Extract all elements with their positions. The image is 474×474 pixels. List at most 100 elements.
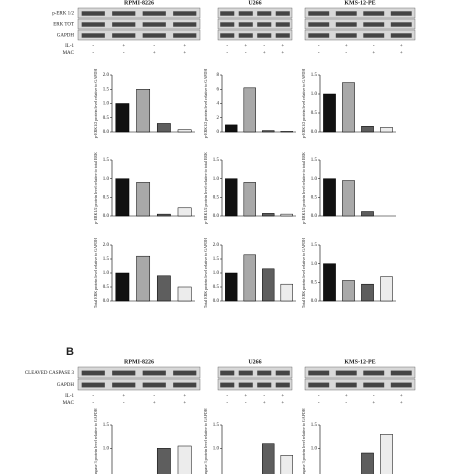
bar bbox=[323, 263, 336, 302]
y-tick-label: 0.0 bbox=[213, 214, 220, 219]
treatment-label: IL-1 bbox=[65, 44, 74, 49]
panel-label: B bbox=[66, 346, 74, 358]
treatment-sign: + bbox=[372, 401, 375, 406]
blot-band bbox=[238, 22, 253, 27]
cell-line-label: U266 bbox=[248, 359, 261, 365]
y-axis-label: p-ERK1/2 protein level relative to total… bbox=[93, 152, 98, 224]
treatment-sign: + bbox=[244, 394, 247, 399]
y-tick-label: 1.0 bbox=[311, 446, 318, 451]
treatment-sign: - bbox=[92, 401, 94, 406]
blot-band bbox=[257, 370, 272, 376]
y-tick-label: 0.5 bbox=[213, 285, 220, 290]
bar bbox=[156, 213, 171, 217]
y-tick-label: 2.0 bbox=[103, 73, 110, 78]
blot-band bbox=[363, 382, 385, 388]
bar bbox=[342, 280, 355, 302]
blot-band bbox=[363, 11, 385, 16]
blot-frame bbox=[304, 29, 416, 41]
treatment-sign: - bbox=[123, 51, 125, 56]
y-tick-label: 1.5 bbox=[103, 423, 110, 428]
y-tick-label: 1.5 bbox=[311, 243, 318, 248]
blot-band bbox=[142, 370, 166, 376]
blot-band bbox=[308, 33, 330, 38]
y-tick-label: 1.5 bbox=[311, 423, 318, 428]
y-tick-label: 1.0 bbox=[213, 271, 220, 276]
y-tick-label: 0.5 bbox=[311, 111, 318, 116]
y-axis-label: p-ERK1/2 protein level relative to total… bbox=[203, 152, 208, 224]
blot-row-label: CLEAVED CASPASE 3 bbox=[25, 371, 75, 376]
treatment-sign: + bbox=[400, 51, 403, 56]
y-tick-label: 0.0 bbox=[213, 299, 220, 304]
y-tick-label: 1.5 bbox=[213, 423, 220, 428]
blot-frame bbox=[304, 378, 416, 391]
bar bbox=[262, 443, 275, 474]
y-tick-label: 0.5 bbox=[311, 280, 318, 285]
blot-band bbox=[81, 11, 105, 16]
y-axis-label: Total ERK protein level relative to GAPD… bbox=[93, 238, 98, 308]
blot-frame bbox=[217, 7, 293, 19]
blot-frame bbox=[217, 378, 293, 391]
treatment-sign: + bbox=[263, 51, 266, 56]
treatment-sign: + bbox=[153, 51, 156, 56]
y-axis-label: Cleaved caspase 3 protein level relative… bbox=[301, 408, 306, 474]
blot-band bbox=[257, 22, 272, 27]
treatment-sign: - bbox=[226, 401, 228, 406]
y-tick-label: 2.0 bbox=[213, 243, 220, 248]
blot-band bbox=[173, 382, 197, 388]
y-tick-label: 1.5 bbox=[213, 158, 220, 163]
y-axis-label: p-ERK1/2 protein level relative to GAPDH bbox=[93, 69, 98, 139]
treatment-sign: + bbox=[281, 394, 284, 399]
blot-band bbox=[275, 22, 290, 27]
bar bbox=[280, 283, 293, 302]
treatment-sign: - bbox=[263, 44, 265, 49]
treatment-sign: + bbox=[183, 51, 186, 56]
blot-band bbox=[363, 22, 385, 27]
blot-band bbox=[142, 33, 166, 38]
y-tick-label: 1.5 bbox=[311, 73, 318, 78]
blot-band bbox=[335, 22, 357, 27]
blot-row-label: ERK TOT bbox=[53, 23, 74, 28]
bar bbox=[225, 178, 238, 217]
treatment-sign: - bbox=[226, 394, 228, 399]
y-tick-label: 1.0 bbox=[311, 262, 318, 267]
treatment-sign: + bbox=[281, 401, 284, 406]
y-tick-label: 0.0 bbox=[311, 299, 318, 304]
cell-line-label: RPMI-8226 bbox=[124, 359, 154, 365]
blot-band bbox=[257, 382, 272, 388]
blot-band bbox=[390, 33, 412, 38]
bar bbox=[380, 276, 393, 302]
y-tick-label: 0.5 bbox=[103, 116, 110, 121]
bar bbox=[177, 129, 192, 133]
blot-band bbox=[81, 370, 105, 376]
bar bbox=[342, 82, 355, 133]
treatment-sign: - bbox=[226, 44, 228, 49]
treatment-sign: + bbox=[153, 401, 156, 406]
y-tick-label: 0.0 bbox=[103, 130, 110, 135]
bar bbox=[280, 213, 293, 217]
blot-frame bbox=[304, 18, 416, 30]
blot-band bbox=[173, 370, 197, 376]
y-tick-label: 0.5 bbox=[103, 285, 110, 290]
blot-band bbox=[335, 33, 357, 38]
bar bbox=[243, 254, 256, 302]
blot-band bbox=[112, 22, 136, 27]
treatment-label: MAC bbox=[63, 51, 75, 56]
y-tick-label: 1.5 bbox=[311, 158, 318, 163]
y-tick-label: 1.0 bbox=[103, 102, 110, 107]
blot-band bbox=[390, 370, 412, 376]
bar bbox=[323, 93, 336, 133]
bar bbox=[342, 180, 355, 217]
blot-band bbox=[390, 382, 412, 388]
cell-line-label: U266 bbox=[248, 0, 261, 6]
blot-band bbox=[335, 370, 357, 376]
blot-band bbox=[238, 370, 253, 376]
treatment-sign: + bbox=[345, 44, 348, 49]
blot-band bbox=[363, 33, 385, 38]
blot-frame bbox=[217, 29, 293, 41]
blot-row-label: GAPDH bbox=[57, 383, 75, 388]
blot-band bbox=[173, 11, 197, 16]
y-tick-label: 1.5 bbox=[213, 257, 220, 262]
treatment-sign: - bbox=[153, 44, 155, 49]
y-axis-label: p-ERK1/2 protein level relative to GAPDH bbox=[301, 69, 306, 139]
